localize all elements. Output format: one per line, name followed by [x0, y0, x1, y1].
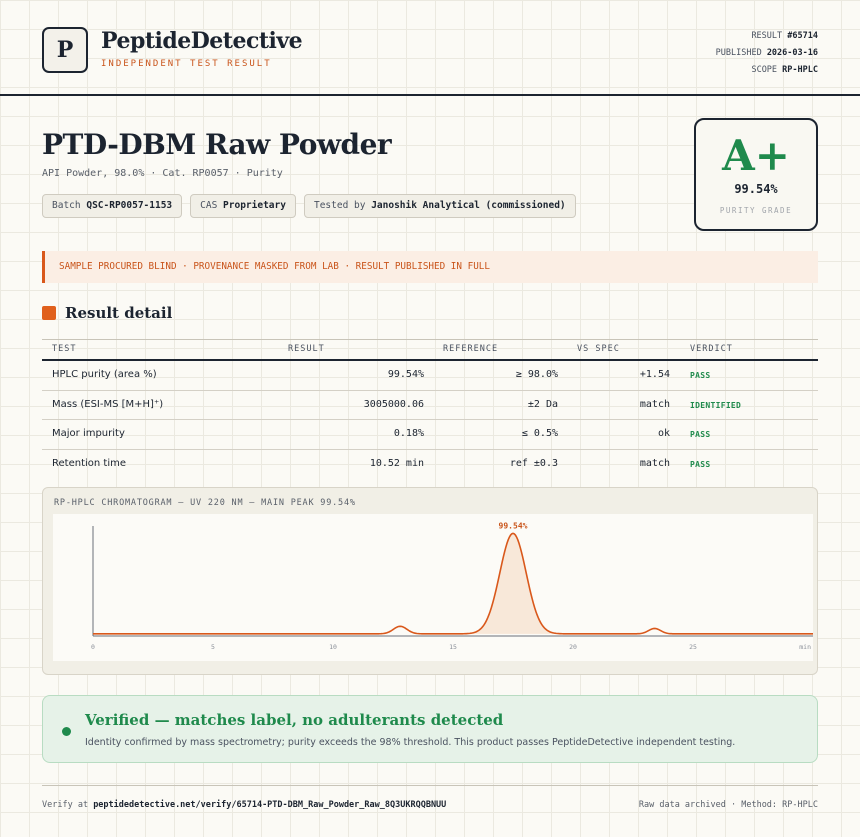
- table-row: Retention time 10.52 min ref ±0.3 match …: [42, 450, 818, 480]
- meta-value: #65714: [787, 31, 818, 41]
- header-result: RESULT: [288, 344, 325, 354]
- chip-label: Tested by: [313, 200, 366, 211]
- tested-by-chip: Tested by Janoshik Analytical (commissio…: [303, 194, 576, 218]
- report-header: P PeptideDetective INDEPENDENT TEST RESU…: [0, 0, 860, 96]
- cell-reference: ±2 Da: [527, 398, 558, 410]
- section-marker-icon: [42, 306, 56, 320]
- table-row: Major impurity 0.18% ≤ 0.5% ok PASS: [42, 420, 818, 450]
- cell-test: Major impurity: [52, 428, 125, 439]
- verified-dot-icon: [62, 727, 71, 736]
- verify-link[interactable]: peptidedetective.net/verify/65714-PTD-DB…: [93, 800, 447, 810]
- brand-name: PeptideDetective: [101, 28, 303, 54]
- report-footer: Verify at peptidedetective.net/verify/65…: [42, 785, 818, 810]
- chromatogram-chart: 99.54% 0 5 10 15 20 25 min: [91, 521, 813, 651]
- table-row: Mass (ESI-MS [M+H]⁺) 3005000.06 ±2 Da ma…: [42, 391, 818, 420]
- x-tick-label: 5: [211, 643, 215, 651]
- cell-verdict: PASS: [690, 371, 711, 380]
- purity-grade-card: A+ 99.54% PURITY GRADE: [694, 118, 818, 231]
- table-row: HPLC purity (area %) 99.54% ≥ 98.0% +1.5…: [42, 361, 818, 391]
- footer-method: Raw data archived · Method: RP-HPLC: [638, 800, 818, 810]
- meta-value: 2026-03-16: [766, 48, 818, 58]
- verified-callout: Verified — matches label, no adulterants…: [42, 695, 818, 763]
- chromatogram-title: RP-HPLC CHROMATOGRAM — UV 220 NM — MAIN …: [54, 498, 356, 508]
- verified-description: Identity confirmed by mass spectrometry;…: [85, 737, 736, 748]
- report-meta: RESULT #65714 PUBLISHED 2026-03-16 SCOPE…: [716, 28, 818, 79]
- chip-value: Janoshik Analytical (commissioned): [371, 200, 566, 211]
- cell-result: 99.54%: [387, 369, 424, 380]
- cell-reference: ≤ 0.5%: [521, 428, 558, 439]
- header-vs-spec: VS SPEC: [577, 344, 620, 354]
- cell-reference: ref ±0.3: [509, 457, 558, 469]
- cell-vs-spec: ok: [657, 428, 670, 439]
- cell-test: Retention time: [52, 457, 126, 469]
- x-tick-label: 0: [91, 643, 95, 651]
- meta-result: RESULT #65714: [716, 28, 818, 45]
- x-tick-label: 10: [329, 643, 337, 651]
- meta-published: PUBLISHED 2026-03-16: [716, 45, 818, 62]
- main-peak-fill: [470, 533, 556, 634]
- meta-label: SCOPE: [751, 65, 778, 75]
- x-tick-label: 15: [449, 643, 457, 651]
- product-subtitle: API Powder, 98.0% · Cat. RP0057 · Purity: [42, 168, 283, 179]
- meta-scope: SCOPE RP-HPLC: [716, 62, 818, 79]
- chip-label: CAS: [200, 200, 218, 211]
- header-verdict: VERDICT: [690, 344, 733, 354]
- chromatogram-plot-area: 99.54% 0 5 10 15 20 25 min: [53, 514, 813, 661]
- product-title: PTD-DBM Raw Powder: [42, 128, 392, 161]
- chip-label: Batch: [52, 200, 81, 211]
- chip-value: Proprietary: [223, 200, 286, 211]
- x-tick-label: 20: [569, 643, 577, 651]
- table-header: TEST RESULT REFERENCE VS SPEC VERDICT: [42, 339, 818, 361]
- verify-prefix: Verify at: [42, 800, 89, 810]
- grade-value: 99.54%: [734, 182, 778, 196]
- x-tick-label: 25: [689, 643, 697, 651]
- verify-line: Verify at peptidedetective.net/verify/65…: [42, 800, 446, 810]
- results-table: TEST RESULT REFERENCE VS SPEC VERDICT HP…: [42, 339, 818, 479]
- cell-verdict: PASS: [690, 430, 711, 439]
- header-reference: REFERENCE: [443, 344, 499, 354]
- cell-test: HPLC purity (area %): [52, 369, 157, 380]
- batch-chip: Batch QSC-RP0057-1153: [42, 194, 183, 218]
- cell-verdict: PASS: [690, 459, 711, 469]
- meta-label: PUBLISHED: [715, 48, 762, 58]
- grade-label: PURITY GRADE: [719, 206, 793, 215]
- cas-chip: CAS Proprietary: [190, 194, 296, 218]
- cell-test: Mass (ESI-MS [M+H]⁺): [52, 398, 164, 410]
- section-title: Result detail: [65, 304, 173, 322]
- x-tick-label: min: [799, 643, 811, 651]
- provenance-banner: SAMPLE PROCURED BLIND · PROVENANCE MASKE…: [42, 251, 818, 283]
- chromatogram-panel: RP-HPLC CHROMATOGRAM — UV 220 NM — MAIN …: [42, 487, 818, 675]
- x-tick-labels: 0 5 10 15 20 25 min: [91, 643, 811, 651]
- meta-value: RP-HPLC: [782, 65, 818, 75]
- cell-vs-spec: match: [639, 398, 670, 410]
- cell-vs-spec: +1.54: [639, 369, 670, 380]
- chromatogram-series-line: [93, 532, 813, 635]
- cell-vs-spec: match: [639, 457, 670, 469]
- cell-result: 0.18%: [393, 428, 424, 439]
- cell-verdict: IDENTIFIED: [690, 400, 742, 410]
- grade-letter: A+: [722, 131, 790, 180]
- verified-title: Verified — matches label, no adulterants…: [85, 711, 504, 729]
- meta-label: RESULT: [751, 31, 783, 41]
- product-chips: Batch QSC-RP0057-1153 CAS Proprietary Te…: [42, 194, 576, 218]
- cell-result: 3005000.06: [363, 398, 424, 410]
- main-peak-label: 99.54%: [499, 521, 528, 530]
- header-test: TEST: [52, 344, 77, 354]
- cell-result: 10.52 min: [369, 457, 424, 469]
- cell-reference: ≥ 98.0%: [515, 369, 558, 380]
- chip-value: QSC-RP0057-1153: [86, 200, 173, 211]
- brand-logo[interactable]: P: [42, 27, 88, 73]
- brand-subtitle: INDEPENDENT TEST RESULT: [101, 59, 272, 69]
